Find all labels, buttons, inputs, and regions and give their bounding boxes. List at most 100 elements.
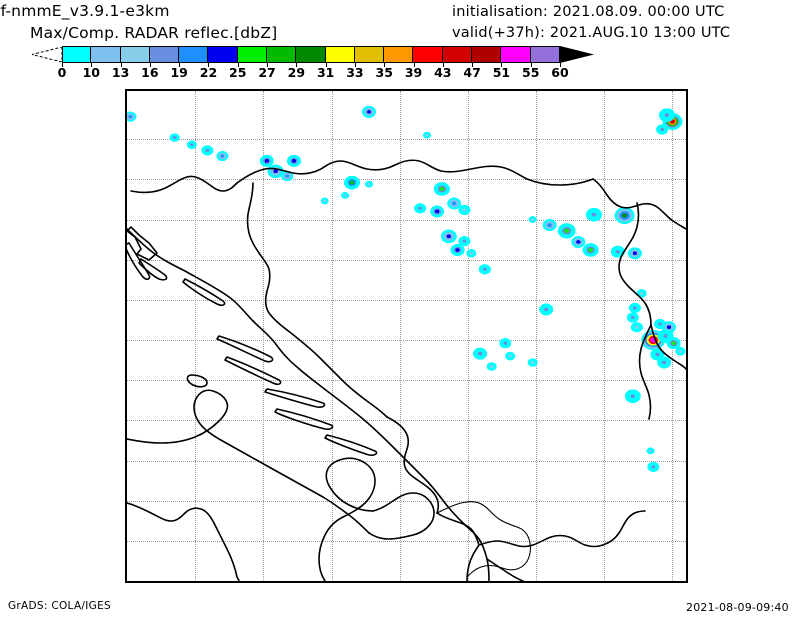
- radar-echo-cell: [657, 356, 672, 369]
- colorbar-legend: 0 10 13 16 19 22 25 27 29 31 33 35 39 43 47 51 55 60: [32, 46, 594, 80]
- grads-credit: GrADS: COLA/IGES: [8, 600, 112, 612]
- colorbar-segment: [91, 46, 121, 63]
- radar-echo-cell: [647, 461, 660, 472]
- initialisation-time: initialisation: 2021.08.09. 00:00 UTC: [452, 4, 725, 20]
- colorbar-tick: [442, 63, 444, 67]
- island-pag: [182, 278, 226, 307]
- latitude-tick: [125, 420, 127, 421]
- latitude-tick: [125, 220, 127, 221]
- colorbar-swatches: [62, 46, 560, 63]
- radar-echo-cell: [582, 243, 599, 257]
- colorbar-segment: [501, 46, 531, 63]
- latitude-tick: [125, 461, 127, 462]
- radar-echo-cell: [365, 180, 373, 188]
- gridline-latitude: [127, 540, 686, 542]
- colorbar-tick: [91, 63, 93, 67]
- valid-time: valid(+37h): 2021.AUG.10 13:00 UTC: [452, 25, 731, 41]
- gridline-latitude: [127, 219, 686, 221]
- island-vis: [186, 374, 208, 388]
- radar-echo-cell: [414, 203, 427, 214]
- radar-echo-cell: [320, 197, 329, 205]
- colorbar-tick-label: 16: [141, 65, 159, 80]
- colorbar-tick: [560, 63, 561, 67]
- latitude-tick: [125, 340, 127, 341]
- colorbar-tick: [208, 63, 210, 67]
- plot-inner: [127, 91, 686, 581]
- longitude-tick: [400, 581, 401, 583]
- radar-echo-layer: [127, 105, 686, 472]
- gridline-longitude: [536, 91, 538, 581]
- border-bosnia-serbia: [386, 416, 440, 514]
- radar-echo-cell: [201, 145, 214, 156]
- colorbar-segment: [471, 46, 502, 63]
- coastline-italy-adriatic: [127, 389, 370, 534]
- coastline-adriatic: [127, 226, 158, 261]
- gridline-latitude: [127, 179, 686, 181]
- colorbar-tick-label: 35: [375, 65, 393, 80]
- radar-echo-cell: [630, 322, 643, 333]
- radar-echo-cell: [610, 245, 625, 258]
- border-serbia-romania-danube: [618, 202, 652, 326]
- colorbar-tick-label: 22: [199, 65, 218, 80]
- gridline-latitude: [127, 420, 686, 422]
- colorbar-tick-label: 0: [57, 65, 67, 80]
- gridline-latitude: [127, 380, 686, 382]
- radar-echo-cell: [499, 338, 512, 349]
- latitude-tick: [125, 139, 127, 140]
- coastline-italy-apulia: [318, 457, 376, 581]
- latitude-tick: [125, 99, 127, 100]
- border-bulgaria-west: [638, 324, 652, 420]
- border-serbia-romania: [592, 178, 686, 230]
- radar-echo-cell: [423, 131, 431, 139]
- radar-echo-cell: [658, 108, 675, 122]
- colorbar-tick: [325, 63, 327, 67]
- radar-map-plot: 45.5N45N44.5N44N43.5N43N42.5N42N41.5N41N…: [125, 89, 688, 583]
- radar-echo-cell: [287, 154, 301, 167]
- coastline-montenegro-albania: [444, 502, 490, 581]
- colorbar-tick: [413, 63, 415, 67]
- island-brac: [264, 388, 326, 408]
- colorbar-segment: [62, 46, 92, 63]
- radar-echo-cell: [614, 207, 635, 224]
- radar-echo-cell: [362, 105, 376, 118]
- colorbar-tick: [149, 63, 151, 67]
- radar-echo-cell: [447, 197, 462, 210]
- colorbar-tick: [237, 63, 239, 67]
- island-hvar: [274, 408, 334, 430]
- radar-echo-cell: [450, 244, 465, 256]
- latitude-tick: [125, 501, 127, 502]
- radar-echo-cell: [341, 192, 350, 199]
- colorbar-segment: [442, 46, 472, 63]
- radar-echo-cell: [675, 347, 686, 356]
- radar-echo-cell: [259, 154, 274, 167]
- radar-echo-cell: [430, 205, 445, 218]
- colorbar-tick-label: 13: [111, 65, 130, 80]
- colorbar-segment: [354, 46, 385, 63]
- colorbar-tick: [62, 63, 63, 67]
- colorbar-segment: [149, 46, 180, 63]
- radar-echo-cell: [657, 329, 674, 343]
- radar-echo-cell: [344, 175, 360, 190]
- longitude-tick: [536, 581, 537, 583]
- island-kornat: [224, 356, 282, 386]
- colorbar-tick-label: 19: [170, 65, 188, 80]
- radar-echo-cell: [624, 389, 641, 404]
- colorbar-segment: [530, 46, 560, 63]
- colorbar-segment: [325, 46, 355, 63]
- radar-echo-cell: [557, 223, 576, 239]
- colorbar-tick: [384, 63, 386, 67]
- coastline-dalmatia: [252, 320, 446, 504]
- colorbar-segment: [179, 46, 209, 63]
- colorbar-tick: [530, 63, 532, 67]
- radar-echo-cell: [628, 302, 641, 313]
- colorbar-tick-label: 60: [551, 65, 569, 80]
- border-kosovo: [436, 501, 532, 578]
- radar-echo-cell: [586, 207, 602, 222]
- colorbar-tick-label: 29: [287, 65, 306, 80]
- radar-echo-cell: [127, 111, 137, 122]
- left-arrow-icon: [32, 47, 62, 62]
- gridline-latitude: [127, 500, 686, 502]
- latitude-tick: [125, 541, 127, 542]
- radar-echo-cell: [473, 347, 488, 360]
- radar-echo-cell: [626, 312, 639, 323]
